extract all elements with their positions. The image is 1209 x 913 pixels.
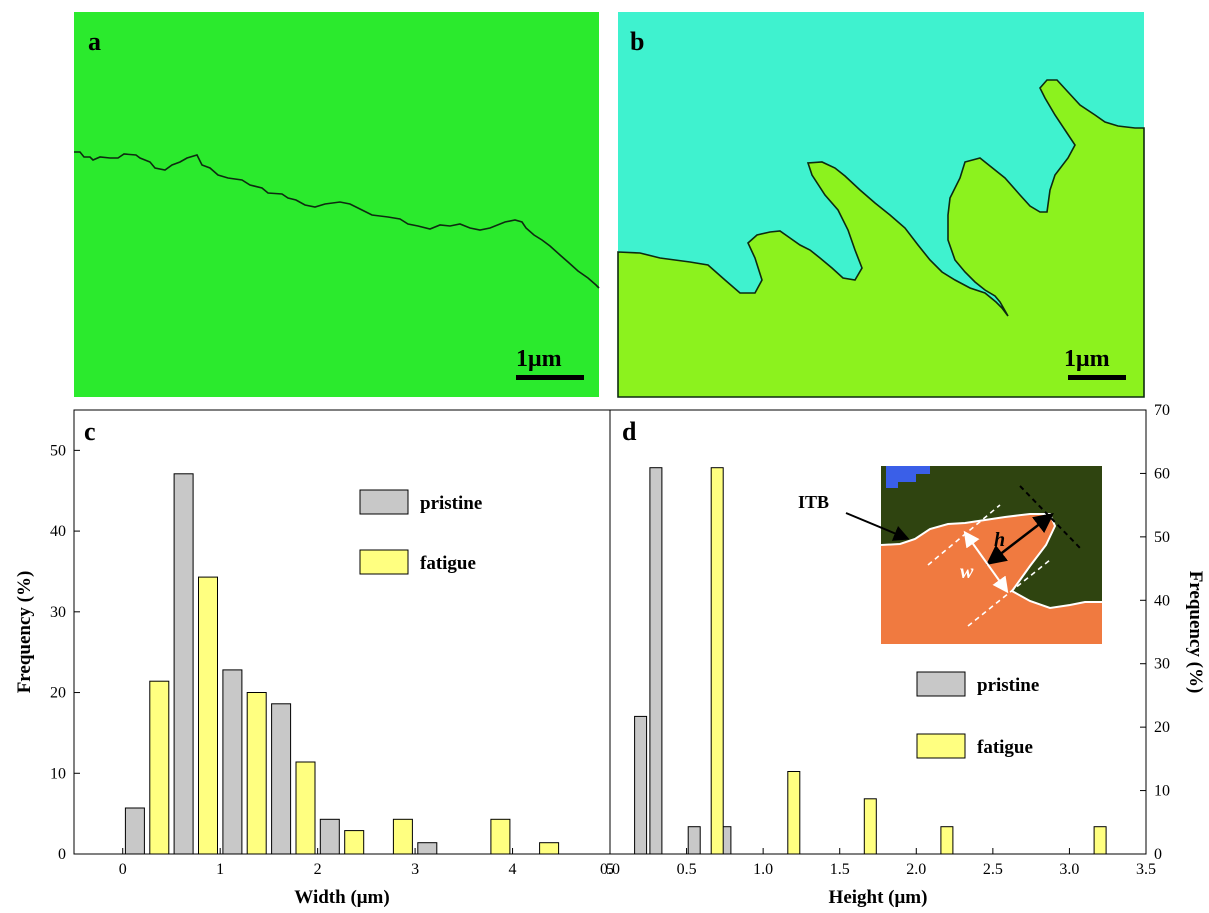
panel-a-letter: a xyxy=(88,27,101,56)
c-legend-swatch-fatigue xyxy=(359,549,409,575)
c-bar-fatigue xyxy=(149,680,170,855)
d-bar-pristine xyxy=(687,826,701,855)
inset-itb-label: ITB xyxy=(798,492,829,512)
panel-d-frame xyxy=(609,409,1147,855)
panel-a: a 1μm xyxy=(74,12,600,397)
c-legend-swatch-pristine xyxy=(359,489,409,515)
c-bar-pristine xyxy=(319,818,340,855)
panel-d: 0.0 0.5 1.0 1.5 2.0 2.5 3.0 3.5010203040506070 … xyxy=(600,402,1206,908)
c-bar-fatigue xyxy=(246,692,267,855)
c-bar-fatigue xyxy=(490,818,511,855)
panel-d-ticks: 0.0 0.5 1.0 1.5 2.0 2.5 3.0 3.50 10 20 30 40 50 60 70 xyxy=(600,402,1170,878)
c-x-tick-label: 5 xyxy=(606,861,614,878)
c-bar-fatigue xyxy=(539,842,560,855)
panel-a-scale-label: 1μm xyxy=(516,346,562,372)
d-x-tick-label: 3.0 xyxy=(1059,861,1079,878)
c-bar-pristine xyxy=(124,807,145,855)
d-x-tick-label: 1.5 xyxy=(830,861,850,878)
d-bar-fatigue xyxy=(940,826,954,855)
c-x-tick-label: 2 xyxy=(314,861,322,878)
d-y-tick-label: 50 xyxy=(1154,529,1170,546)
d-bar-fatigue xyxy=(787,771,801,855)
c-bar-fatigue xyxy=(392,818,413,855)
d-y-tick-label: 10 xyxy=(1154,783,1170,800)
panel-a-grain-boundary xyxy=(74,151,600,289)
panel-a-map xyxy=(74,12,599,397)
d-y-tick-label: 0 xyxy=(1154,846,1162,863)
inset-w-arrow xyxy=(963,530,1009,594)
c-bar-pristine xyxy=(417,842,438,855)
panel-b-scale-label: 1μm xyxy=(1064,346,1110,372)
d-y-tick-label: 60 xyxy=(1154,465,1170,482)
c-y-tick-label: 0 xyxy=(58,846,66,863)
c-bar-fatigue xyxy=(295,761,316,855)
d-bar-fatigue xyxy=(863,798,877,855)
d-bar-fatigue xyxy=(1093,826,1107,855)
panel-c-letter: c xyxy=(84,417,96,446)
c-y-tick-label: 30 xyxy=(50,604,66,621)
c-x-tick-label: 3 xyxy=(411,861,419,878)
inset-h-label: h xyxy=(994,529,1005,551)
panel-b-lower-grain xyxy=(617,79,1145,398)
d-legend-label-fatigue: fatigue xyxy=(977,737,1033,758)
panel-c-x-axis-label: Width (μm) xyxy=(294,887,389,908)
c-bar-pristine xyxy=(173,473,194,855)
c-y-tick-label: 20 xyxy=(50,685,66,702)
d-bar-pristine xyxy=(634,715,648,855)
c-bar-fatigue xyxy=(344,830,365,855)
c-bar-pristine xyxy=(271,703,292,855)
panel-d-y-axis-label: Frequency (%) xyxy=(1185,571,1206,694)
panel-b-letter: b xyxy=(630,27,644,56)
panel-d-legend: pristine fatigue xyxy=(916,671,1039,759)
c-x-tick-label: 1 xyxy=(216,861,224,878)
d-y-tick-label: 40 xyxy=(1154,592,1170,609)
c-y-tick-label: 10 xyxy=(50,765,66,782)
d-x-tick-label: 2.5 xyxy=(983,861,1003,878)
c-bar-pristine xyxy=(222,669,243,855)
panel-b-scale-bar xyxy=(1068,375,1126,380)
d-x-tick-label: 3.5 xyxy=(1136,861,1156,878)
c-y-tick-label: 40 xyxy=(50,523,66,540)
c-y-tick-label: 50 xyxy=(50,442,66,459)
panel-b: b 1μm xyxy=(617,12,1145,398)
d-x-tick-label: 2.0 xyxy=(906,861,926,878)
inset-itb-arrow xyxy=(845,512,910,541)
panel-c-bars xyxy=(124,473,560,855)
d-bar-pristine xyxy=(649,467,663,855)
d-legend-label-pristine: pristine xyxy=(977,675,1039,696)
d-x-tick-label: 0.5 xyxy=(677,861,697,878)
d-y-tick-label: 20 xyxy=(1154,719,1170,736)
d-y-tick-label: 30 xyxy=(1154,656,1170,673)
panel-d-inset: h w ITB xyxy=(798,466,1102,644)
d-x-tick-label: 0.0 xyxy=(600,861,620,878)
d-x-tick-label: 1.0 xyxy=(753,861,773,878)
panel-c-y-axis-label: Frequency (%) xyxy=(14,571,35,694)
c-bar-fatigue xyxy=(198,576,218,855)
inset-w-label: w xyxy=(960,561,974,583)
d-legend-swatch-pristine xyxy=(916,671,966,697)
panel-c-legend: pristine fatigue xyxy=(359,489,482,575)
c-x-tick-label: 0 xyxy=(119,861,127,878)
panel-d-x-axis-label: Height (μm) xyxy=(829,887,928,908)
c-x-tick-label: 4 xyxy=(509,861,517,878)
panel-d-letter: d xyxy=(622,417,637,446)
d-bar-fatigue xyxy=(710,467,724,855)
c-legend-label-pristine: pristine xyxy=(420,493,482,514)
inset-blue-spot xyxy=(886,466,930,488)
panel-a-scale-bar xyxy=(516,375,584,380)
c-legend-label-fatigue: fatigue xyxy=(420,553,476,574)
d-y-tick-label: 70 xyxy=(1154,402,1170,419)
d-legend-swatch-fatigue xyxy=(916,733,966,759)
